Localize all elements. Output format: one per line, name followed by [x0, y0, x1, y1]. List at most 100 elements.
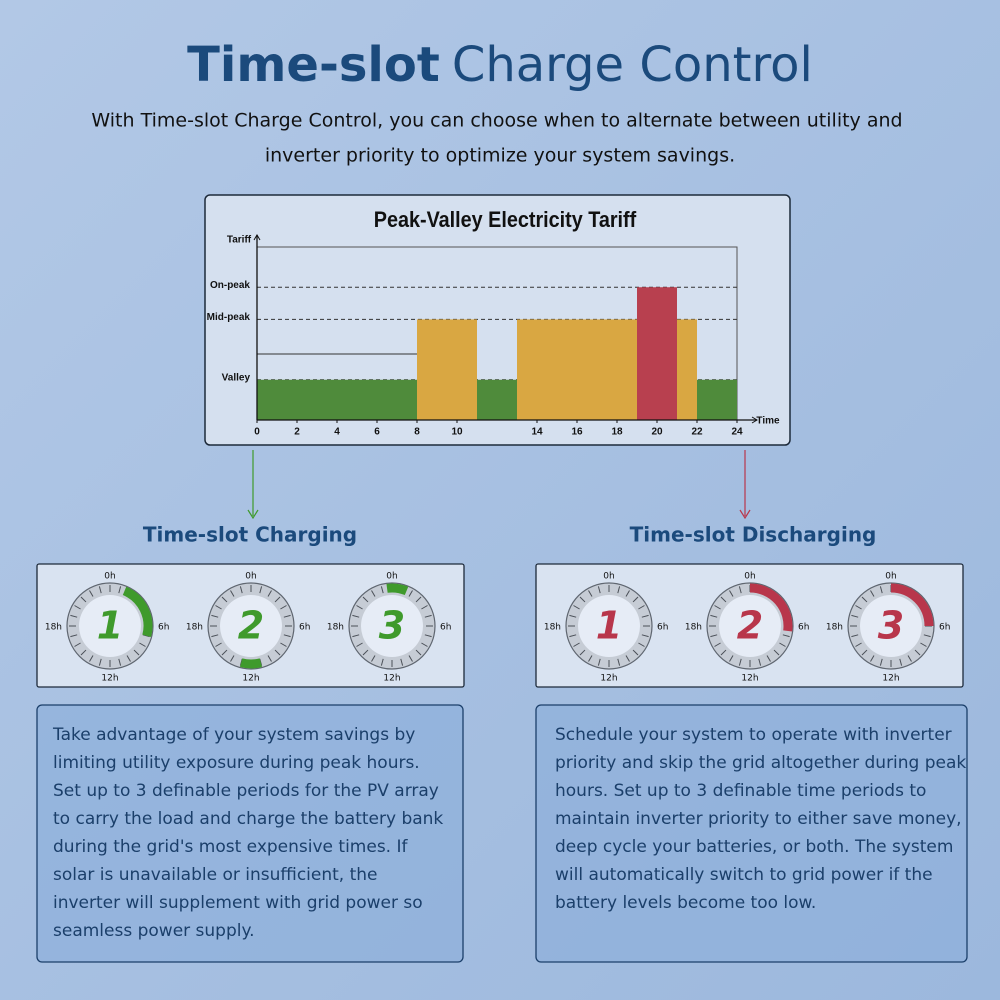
dial-tick: [421, 642, 428, 647]
description-line: priority and skip the grid altogether du…: [555, 753, 966, 773]
dial-tick: [230, 655, 235, 662]
dial-tick: [356, 642, 363, 647]
dial-tick: [714, 642, 721, 647]
dial-tick: [126, 655, 131, 662]
dial-tick: [421, 605, 428, 610]
dial-face: [578, 595, 640, 657]
description-line: during the grid's most expensive times. …: [53, 837, 409, 857]
description-line: to carry the load and charge the battery…: [53, 809, 443, 829]
dial-tick: [923, 634, 931, 638]
dial-hour-label: 6h: [939, 623, 950, 633]
dial-tick: [758, 658, 762, 666]
dial-tick: [267, 655, 272, 662]
dial-tick: [89, 590, 94, 597]
slot-number: 2: [238, 604, 264, 648]
dial-tick: [617, 658, 621, 666]
x-axis-arrow: [751, 416, 758, 424]
dial-hour-label: 6h: [798, 623, 809, 633]
time-slot-arc: [749, 583, 793, 632]
time-slot-arc: [122, 586, 153, 637]
description-line: battery levels become too low.: [555, 893, 816, 913]
dial-tick: [870, 590, 875, 597]
dial-face: [361, 595, 423, 657]
dial-tick: [221, 649, 228, 656]
x-tick-label: 6: [374, 427, 380, 438]
dial-tick: [283, 614, 291, 618]
x-tick-label: 0: [254, 427, 260, 438]
page-title: Time-slot Charge Control: [187, 37, 813, 93]
dial-tick: [638, 605, 645, 610]
dial-tick: [851, 634, 859, 638]
dial-hour-label: 18h: [186, 623, 203, 633]
plot-frame: [257, 246, 738, 420]
dial-face: [860, 595, 922, 657]
tariff-bar: [417, 319, 477, 420]
dial-tick: [855, 642, 862, 647]
dial-tick: [371, 590, 376, 597]
dial-tick: [415, 596, 422, 603]
dial-tick: [424, 614, 432, 618]
dial-hour-label: 18h: [685, 623, 702, 633]
dial-tick: [720, 649, 727, 656]
x-tick-label: 4: [334, 427, 340, 438]
dial-tick: [274, 596, 281, 603]
tariff-bar: [697, 379, 737, 420]
x-tick-label: 18: [611, 427, 623, 438]
dial-tick: [408, 590, 413, 597]
dial-tick: [362, 649, 369, 656]
x-axis-label: Time: [756, 416, 780, 427]
y-axis-arrow: [253, 234, 261, 241]
dial-hour-label: 0h: [245, 572, 256, 582]
slot-number: 2: [737, 604, 763, 648]
dial-tick: [98, 586, 102, 594]
title-bold: Time-slot: [187, 37, 440, 93]
arrow-head: [247, 509, 259, 520]
time-slot-arc: [240, 658, 262, 669]
sections: Time-slot Charging 1 0h 6h 12h 18h 2 0h 6h 12h 18h…: [36, 523, 968, 963]
dial-tick: [625, 655, 630, 662]
dial-tick: [139, 642, 146, 647]
dial-tick: [74, 642, 81, 647]
dial-tick: [851, 614, 859, 618]
dial-hour-label: 0h: [603, 572, 614, 582]
dial-hour-label: 6h: [158, 623, 169, 633]
dial-tick: [215, 642, 222, 647]
x-tick-label: 2: [294, 427, 300, 438]
dial-tick: [632, 596, 639, 603]
dial-tick: [408, 655, 413, 662]
dial-tick: [74, 605, 81, 610]
description-line: will automatically switch to grid power …: [555, 865, 933, 885]
dial-tick: [773, 649, 780, 656]
dial-hour-label: 0h: [104, 572, 115, 582]
description-box: [535, 704, 968, 963]
dial-tick: [400, 658, 404, 666]
dial-tick: [632, 649, 639, 656]
dial-tick: [855, 605, 862, 610]
dial-tick: [597, 586, 601, 594]
dial-tick: [211, 614, 219, 618]
dial-hour-label: 12h: [242, 674, 259, 684]
dial-tick: [782, 634, 790, 638]
dial-tick: [729, 655, 734, 662]
dial-tick: [274, 649, 281, 656]
description-line: limiting utility exposure during peak ho…: [53, 753, 420, 773]
dial-tick: [710, 634, 718, 638]
dial-tick: [779, 642, 786, 647]
section-title: Time-slot Discharging: [630, 523, 877, 547]
dial-hour-label: 6h: [657, 623, 668, 633]
x-tick-label: 14: [531, 427, 543, 438]
dial-tick: [280, 605, 287, 610]
dial-tick: [352, 634, 360, 638]
dial-tick: [573, 605, 580, 610]
dial-tick: [267, 590, 272, 597]
dial-tick: [80, 649, 87, 656]
time-slot-arc: [386, 583, 409, 596]
dial-tick: [738, 586, 742, 594]
dial-tick: [861, 649, 868, 656]
y-tick-label: On-peak: [210, 280, 250, 291]
dial-hour-label: 18h: [826, 623, 843, 633]
dial-tick: [625, 590, 630, 597]
tariff-bar: [517, 319, 637, 420]
y-tick-label: Mid-peak: [207, 312, 251, 323]
